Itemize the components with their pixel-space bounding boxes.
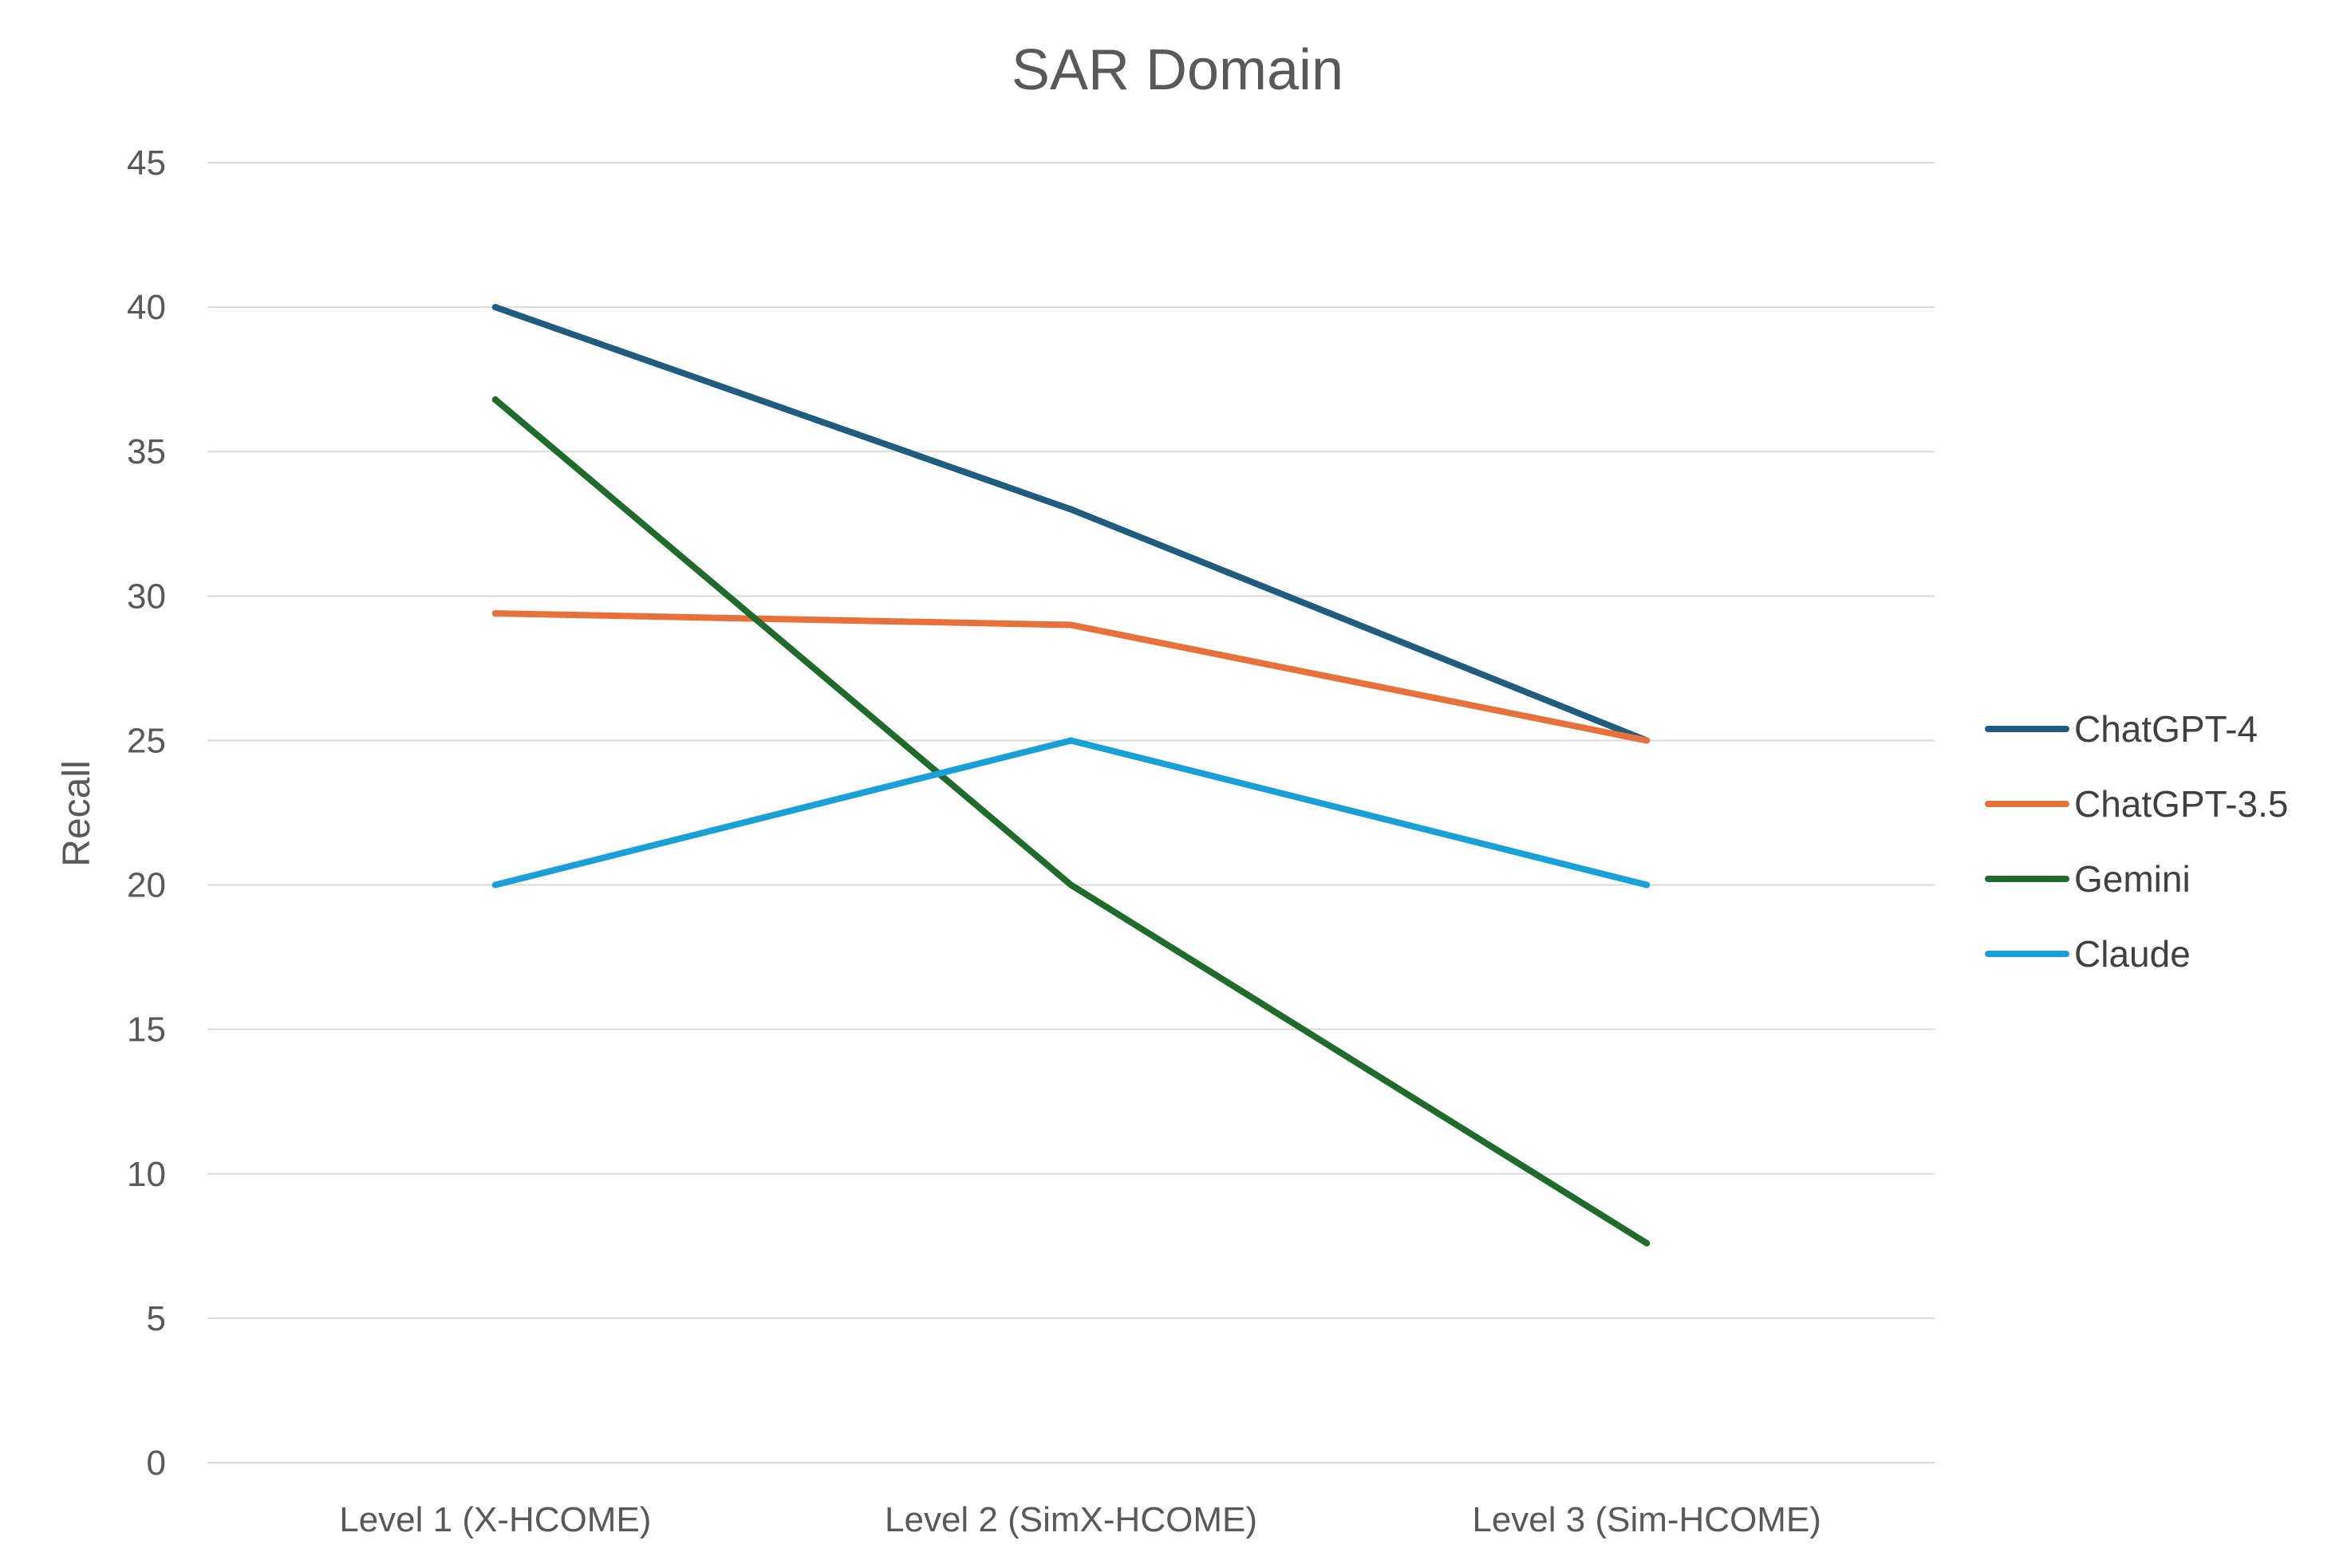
y-tick-label: 25 [127,721,166,760]
data-point [1067,737,1075,744]
legend-label: Claude [2074,933,2191,975]
y-tick-label: 45 [127,144,166,183]
data-point [491,881,499,888]
y-tick-label: 15 [127,1011,166,1050]
legend-label: ChatGPT-3.5 [2074,783,2288,825]
x-tick-label: Level 1 (X-HCOME) [339,1500,651,1539]
data-point [1067,881,1075,888]
x-tick-label: Level 2 (SimX-HCOME) [885,1500,1257,1539]
series-line-3 [491,737,1651,888]
series-line-2 [491,396,1651,1247]
series-line-0 [491,304,1651,744]
data-point [1643,737,1651,744]
y-tick-label: 40 [127,288,166,327]
y-axis-label: Recall [56,760,98,866]
x-tick-label: Level 3 (Sim-HCOME) [1472,1500,1821,1539]
data-point [1067,506,1075,513]
x-tick-labels: Level 1 (X-HCOME) Level 2 (SimX-HCOME) Lev… [339,1500,1821,1539]
legend: ChatGPT-4 ChatGPT-3.5 Gemini Claude [1985,708,2288,975]
y-tick-label: 10 [127,1155,166,1194]
y-tick-label: 30 [127,577,166,616]
data-point [1067,621,1075,628]
data-point [491,304,499,311]
grid-layer [207,162,1935,1464]
data-point [1643,881,1651,888]
y-tick-labels: 0 5 10 15 20 25 30 35 40 45 [127,144,166,1483]
data-point [491,396,499,404]
legend-label: ChatGPT-4 [2074,708,2258,750]
y-tick-label: 35 [127,432,166,471]
y-tick-label: 20 [127,866,166,905]
data-point [491,610,499,617]
legend-label: Gemini [2074,858,2191,900]
chart-title: SAR Domain [1012,38,1343,102]
series-line-1 [491,610,1651,744]
y-tick-label: 0 [147,1444,166,1483]
y-tick-label: 5 [147,1299,166,1338]
data-point [1643,1239,1651,1247]
series-layer [491,304,1651,1247]
